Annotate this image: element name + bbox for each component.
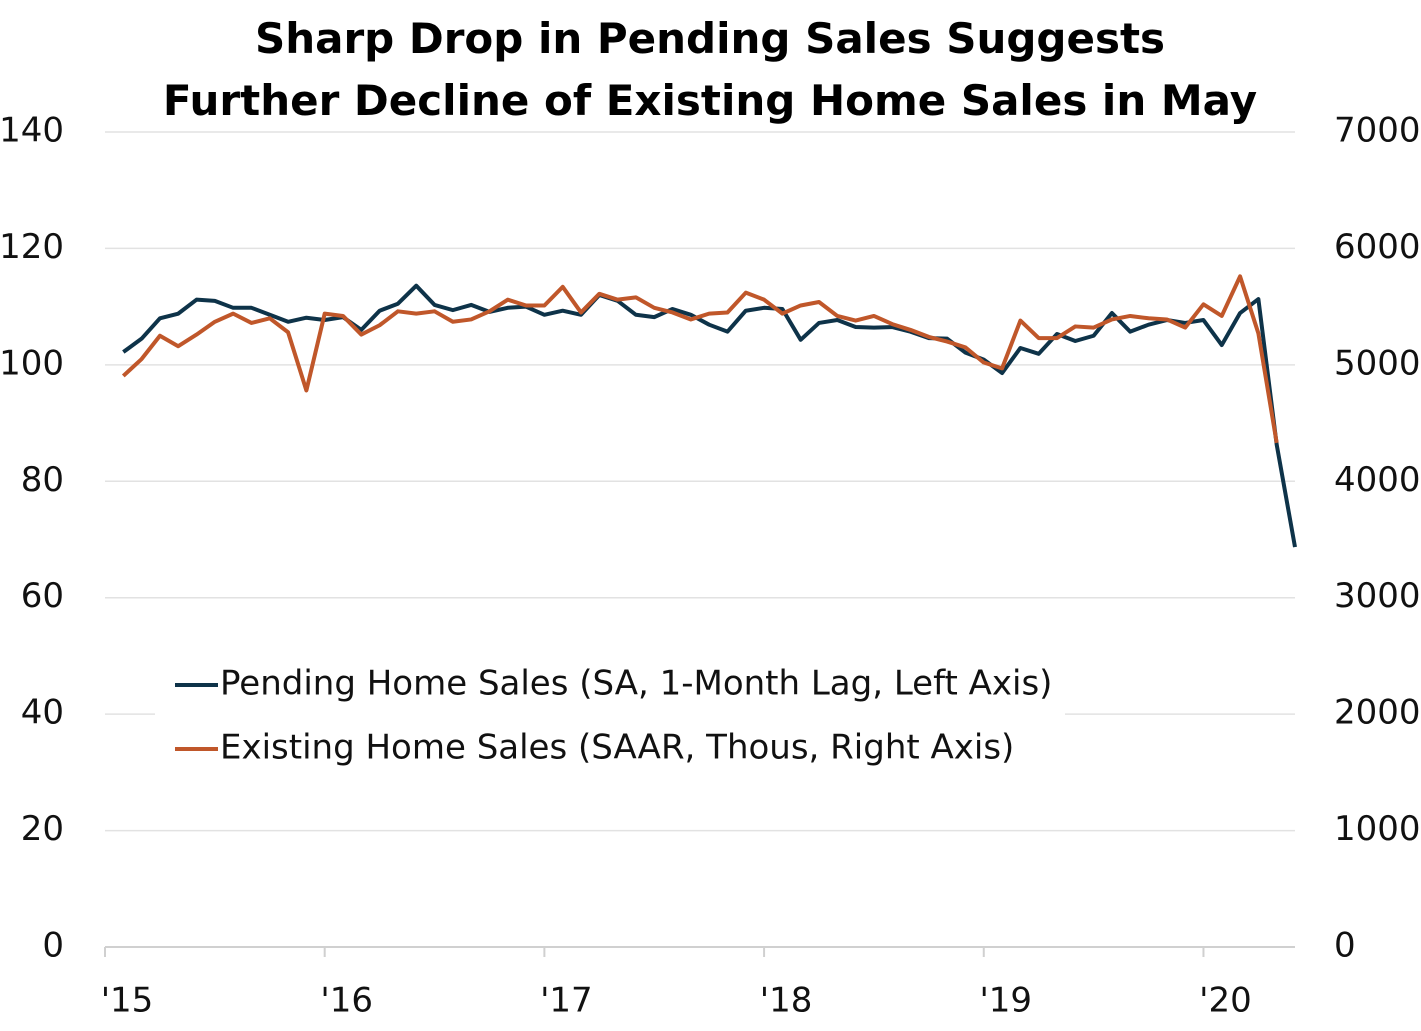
y-tick-label: 40: [21, 693, 64, 733]
series-line: [121, 274, 1279, 444]
x-tick-label: '15: [101, 981, 154, 1021]
y-tick-label: 0: [42, 926, 64, 966]
y2-tick-label: 7000: [1334, 111, 1421, 151]
legend-label: Existing Home Sales (SAAR, Thous, Right …: [220, 728, 1014, 768]
y-tick-label: 60: [21, 576, 64, 616]
chart-title: Sharp Drop in Pending Sales Suggests Fur…: [162, 14, 1258, 125]
x-tick-label: '20: [1199, 981, 1252, 1021]
y-tick-label: 100: [0, 343, 64, 383]
y2-tick-label: 6000: [1334, 227, 1421, 267]
legend-label: Pending Home Sales (SA, 1-Month Lag, Lef…: [220, 664, 1052, 704]
y2-tick-label: 0: [1334, 926, 1356, 966]
y2-tick-label: 1000: [1334, 809, 1421, 849]
series-line: [122, 283, 1297, 548]
y-tick-label: 140: [0, 111, 64, 151]
y-tick-label: 20: [21, 809, 64, 849]
x-tick-label: '19: [979, 981, 1032, 1021]
y2-tick-label: 4000: [1334, 460, 1421, 500]
y2-tick-label: 3000: [1334, 576, 1421, 616]
x-tick-label: '17: [540, 981, 593, 1021]
legend-box: [155, 648, 1065, 780]
y-tick-label: 120: [0, 227, 64, 267]
y-tick-label: 80: [21, 460, 64, 500]
x-tick-label: '16: [320, 981, 373, 1021]
x-tick-label: '18: [760, 981, 813, 1021]
y2-tick-label: 2000: [1334, 693, 1421, 733]
y2-tick-label: 5000: [1334, 343, 1421, 383]
